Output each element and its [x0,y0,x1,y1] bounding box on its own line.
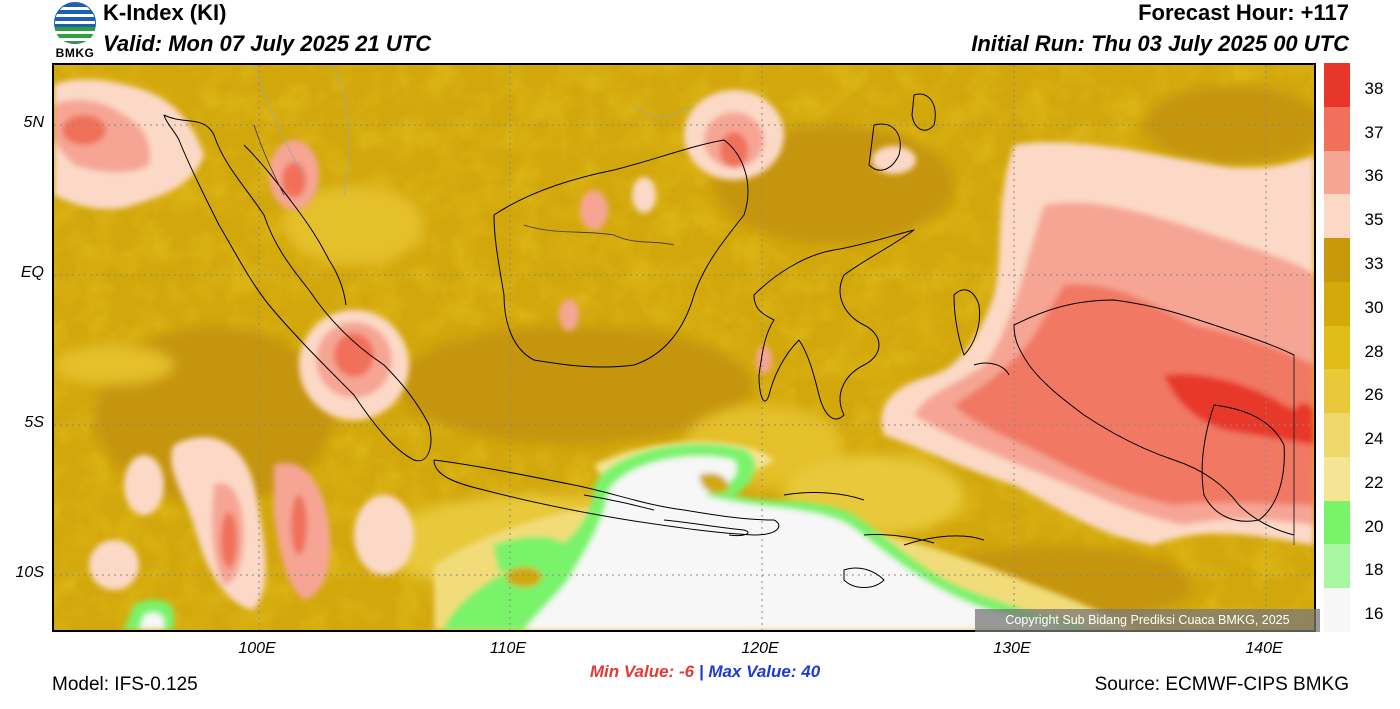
forecast-hour: Forecast Hour: +117 [1138,0,1349,25]
rivers [253,65,695,196]
colorbar-segment [1324,281,1350,327]
valid-time: Valid: Mon 07 July 2025 21 UTC [103,31,432,56]
colorbar-segment [1324,588,1350,633]
colorbar-segment [1324,106,1350,152]
colorbar-tick-label: 37 [1364,122,1384,142]
colorbar-segment [1324,413,1350,458]
max-value: 40 [801,662,821,681]
field-low-values [124,444,1094,630]
colorbar-tick-label: 28 [1364,341,1384,361]
colorbar-segment [1324,150,1350,195]
lat-label-eq: EQ [20,264,44,281]
colorbar-tick-label: 38 [1364,78,1384,98]
colorbar-tick-label: 35 [1364,210,1384,230]
colorbar-tick-label: 33 [1364,253,1384,273]
map-canvas [54,65,1314,630]
bmkg-logo: BMKG [52,2,98,60]
graticule [54,65,1314,630]
colorbar-segment [1324,369,1350,414]
min-value: -6 [678,662,695,681]
lon-label-120e: 120E [741,640,779,657]
lon-label-130e: 130E [993,640,1031,657]
lat-label-10s: 10S [15,564,44,581]
colorbar-tick-label: 16 [1364,604,1384,624]
colorbar-segment [1324,500,1350,545]
lon-label-110e: 110E [489,640,527,657]
model-info: Model: IFS-0.125 [52,674,198,695]
colorbar-tick-label: 36 [1364,166,1384,186]
initial-run: Initial Run: Thu 03 July 2025 00 UTC [971,31,1349,56]
colorbar-segment [1324,63,1350,108]
k-index-map [52,63,1316,632]
copyright-note: Copyright Sub Bidang Prediksi Cuaca BMKG… [975,609,1320,632]
borders [253,124,1295,545]
value-separator: | [698,662,704,681]
colorbar-tick-label: 24 [1364,429,1384,449]
source-info: Source: ECMWF-CIPS BMKG [1094,674,1349,695]
colorbar-tick-label: 18 [1364,560,1384,580]
lat-label-5n: 5N [23,114,44,131]
colorbar-tick-label: 22 [1364,472,1384,492]
lon-label-100e: 100E [238,640,276,657]
colorbar-segment [1324,544,1350,589]
lon-label-140e: 140E [1245,640,1283,657]
colorbar-tick-label: 30 [1364,297,1384,317]
colorbar-segment [1324,194,1350,239]
colorbar [1324,63,1350,633]
max-label: Max Value: [708,662,797,681]
logo-text: BMKG [55,46,95,60]
colorbar-tick-label: 20 [1364,516,1384,536]
colorbar-segment [1324,238,1350,283]
colorbar-segment [1324,456,1350,502]
min-max-values: Min Value: -6 | Max Value: 40 [0,662,1400,682]
coastlines [163,93,1295,588]
colorbar-segment [1324,325,1350,370]
min-label: Min Value: [589,662,675,681]
map-title: K-Index (KI) [103,0,227,25]
colorbar-tick-label: 26 [1364,385,1384,405]
lat-label-5s: 5S [24,414,44,431]
bmkg-globe-icon [54,2,96,44]
